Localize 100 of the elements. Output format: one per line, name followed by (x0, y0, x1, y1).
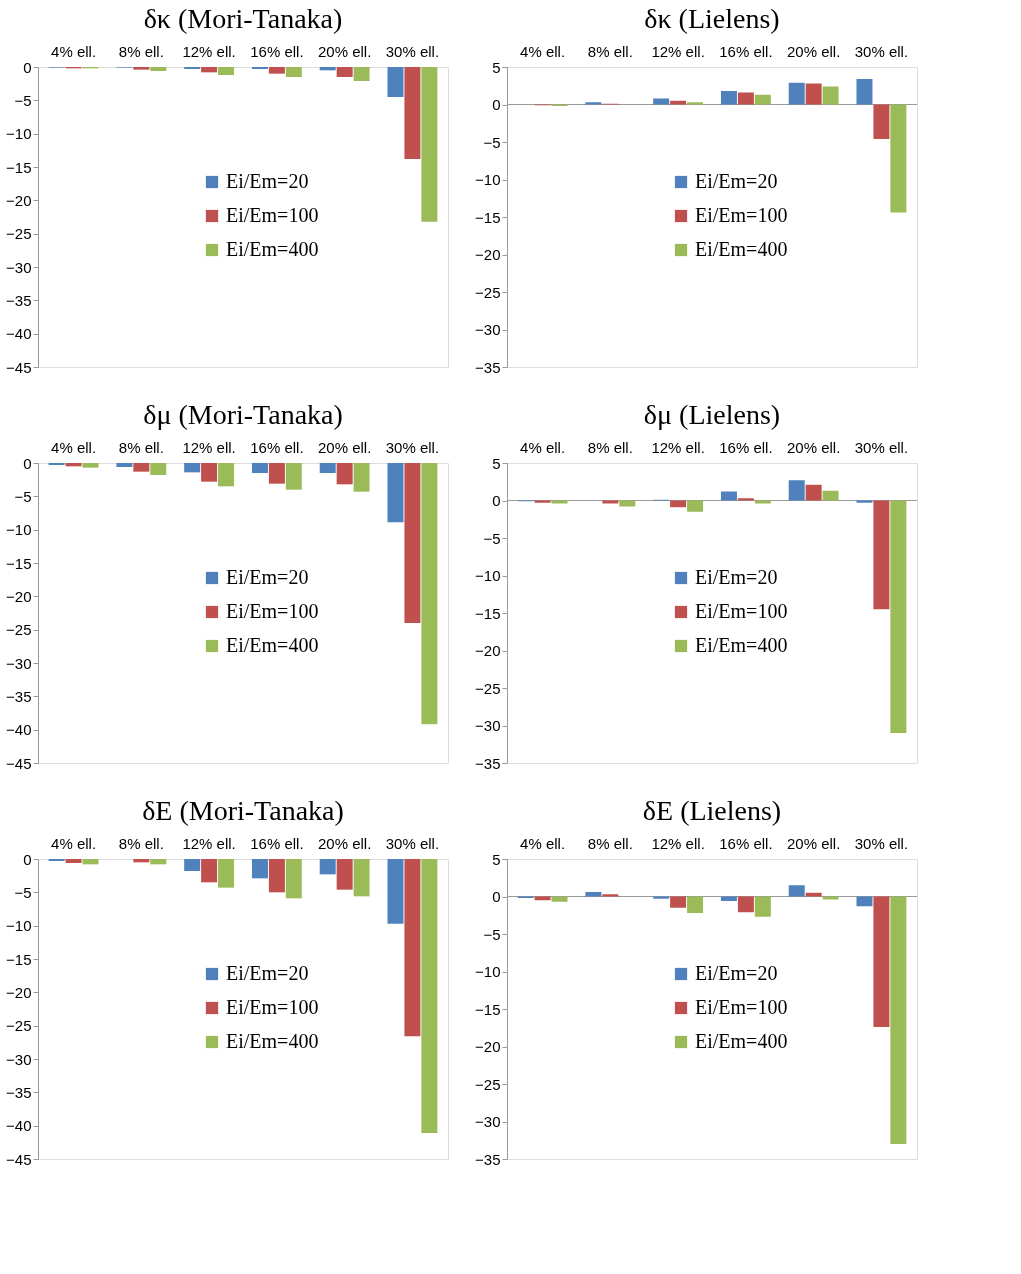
x-tick-label: 4% ell. (51, 834, 97, 852)
x-tick-label: 30% ell. (385, 834, 440, 852)
x-tick-label: 20% ell. (317, 438, 372, 456)
y-tick-label: −40 (6, 1117, 32, 1135)
x-tick-label: 30% ell. (854, 834, 909, 852)
legend-label: Ei/Em=100 (695, 600, 788, 622)
bar (856, 896, 873, 907)
y-tick-label: −10 (6, 917, 32, 935)
x-tick-label: 30% ell. (854, 42, 909, 60)
x-tick-label: 4% ell. (51, 42, 97, 60)
y-tick-label: −30 (6, 258, 32, 276)
x-tick-label: 30% ell. (385, 438, 440, 456)
y-tick-label: −5 (14, 883, 32, 901)
x-tick-label: 4% ell. (51, 438, 97, 456)
chart-title: δE (Mori-Tanaka) (142, 795, 344, 826)
legend-label: Ei/Em=20 (226, 566, 309, 588)
bar (788, 480, 805, 501)
bar (890, 104, 907, 213)
bar (670, 896, 687, 908)
bar (754, 896, 771, 917)
x-tick-label: 8% ell. (118, 42, 164, 60)
y-tick-label: −25 (6, 1017, 32, 1035)
y-tick-label: −45 (6, 754, 32, 772)
legend-label: Ei/Em=400 (695, 1030, 788, 1052)
y-tick-label: −25 (475, 283, 501, 301)
bar (585, 102, 602, 105)
y-tick-label: −35 (475, 1150, 501, 1168)
bar (585, 892, 602, 897)
bar (737, 92, 754, 105)
y-tick-label: −5 (483, 529, 501, 547)
bar (687, 500, 704, 512)
y-tick-label: −30 (475, 717, 501, 734)
chart-title: δμ (Mori-Tanaka) (143, 399, 343, 430)
x-tick-label: 12% ell. (651, 834, 705, 852)
bar (822, 896, 839, 900)
y-tick-label: −20 (6, 983, 32, 1001)
bar (873, 896, 890, 1027)
bar (788, 82, 805, 105)
y-tick-label: −15 (475, 1000, 501, 1018)
legend-label: Ei/Em=100 (226, 204, 319, 226)
legend-label: Ei/Em=400 (226, 1030, 319, 1052)
legend-label: Ei/Em=400 (226, 238, 319, 260)
y-tick-label: −10 (6, 521, 32, 539)
x-tick-label: 8% ell. (118, 438, 164, 456)
x-tick-label: 12% ell. (182, 42, 236, 60)
y-tick-label: −30 (475, 1113, 501, 1130)
legend-label: Ei/Em=400 (695, 634, 788, 656)
y-tick-label: −35 (6, 291, 32, 309)
x-tick-label: 8% ell. (118, 834, 164, 852)
bar (619, 500, 636, 507)
x-tick-label: 20% ell. (317, 42, 372, 60)
legend-label: Ei/Em=100 (695, 204, 788, 226)
y-tick-label: −45 (6, 1150, 32, 1168)
y-tick-label: 5 (492, 454, 501, 472)
x-tick-label: 4% ell. (520, 438, 566, 456)
x-tick-label: 4% ell. (520, 834, 566, 852)
bar (687, 102, 704, 105)
bar (890, 896, 907, 1144)
legend-label: Ei/Em=20 (226, 962, 309, 984)
y-tick-label: −10 (475, 567, 501, 584)
y-tick-label: 5 (492, 850, 501, 868)
x-tick-label: 12% ell. (182, 438, 236, 456)
bar (873, 104, 890, 139)
y-tick-label: −15 (6, 950, 32, 968)
y-tick-label: −25 (475, 1075, 501, 1093)
x-tick-label: 16% ell. (719, 834, 773, 852)
x-tick-label: 20% ell. (786, 834, 841, 852)
x-tick-label: 30% ell. (854, 438, 909, 456)
chart-title: δE (Lielens) (642, 795, 782, 826)
bar (737, 498, 754, 501)
x-tick-label: 8% ell. (587, 438, 633, 456)
y-tick-label: −10 (6, 125, 32, 143)
y-tick-label: −10 (475, 171, 501, 188)
bar (754, 500, 771, 504)
y-tick-label: −30 (6, 1050, 32, 1068)
legend-label: Ei/Em=100 (695, 996, 788, 1018)
x-tick-label: 4% ell. (520, 42, 566, 60)
bar (687, 896, 704, 913)
y-tick-label: −20 (6, 191, 32, 209)
legend-label: Ei/Em=20 (695, 170, 778, 192)
x-tick-label: 20% ell. (786, 438, 841, 456)
y-tick-label: −15 (6, 554, 32, 572)
x-tick-label: 12% ell. (651, 438, 705, 456)
y-tick-label: 0 (492, 888, 501, 905)
bar (653, 98, 670, 105)
y-tick-label: 0 (23, 454, 32, 472)
x-tick-label: 16% ell. (719, 42, 773, 60)
y-tick-label: −20 (475, 642, 501, 659)
y-tick-label: −35 (475, 358, 501, 376)
x-tick-label: 30% ell. (385, 42, 440, 60)
y-tick-label: 5 (492, 58, 501, 76)
chart-title: δμ (Lielens) (643, 399, 781, 430)
bar (602, 894, 619, 897)
bar (805, 484, 822, 501)
y-tick-label: −20 (6, 587, 32, 605)
bar (754, 94, 771, 105)
legend-label: Ei/Em=20 (226, 170, 309, 192)
y-tick-label: −45 (6, 358, 32, 376)
x-tick-label: 12% ell. (651, 42, 705, 60)
y-tick-label: −5 (14, 487, 32, 505)
